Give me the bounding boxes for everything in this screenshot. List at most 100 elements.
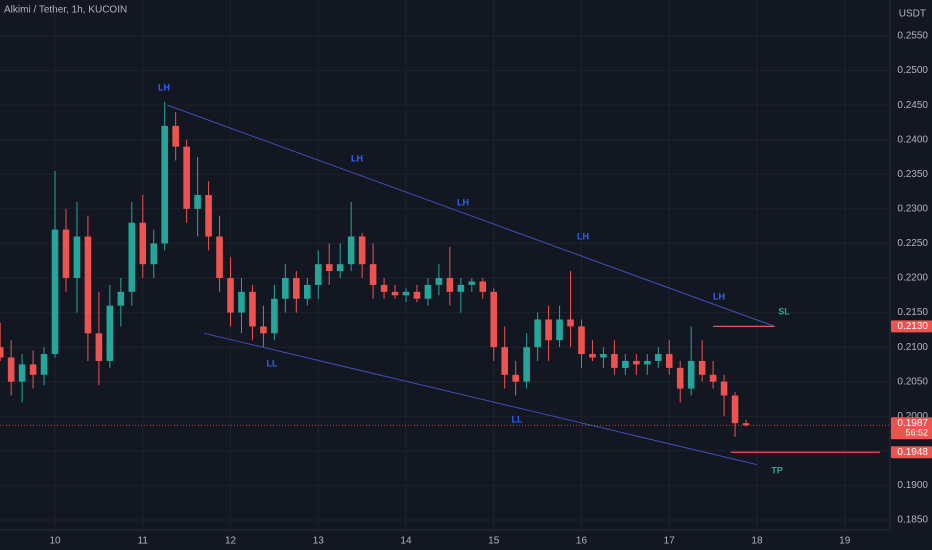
candle-body (523, 347, 530, 382)
candle-body (644, 360, 651, 365)
candle-body (150, 243, 158, 265)
candle-body (720, 381, 728, 396)
candle-body (457, 284, 465, 292)
candle-body (40, 354, 48, 375)
candle-body (687, 360, 695, 389)
candle-body (545, 319, 552, 341)
candle-body (347, 236, 355, 265)
annotation: LL (267, 358, 278, 368)
candle-body (117, 291, 125, 306)
candle-body (18, 364, 26, 382)
candle-body (336, 264, 344, 272)
annotation: LH (351, 153, 363, 163)
candle-body (73, 236, 81, 278)
x-tick-label: 13 (313, 536, 325, 547)
x-tick-label: 14 (400, 536, 412, 547)
price-tag-label: 0.2130 (897, 321, 928, 332)
candle-body (435, 277, 443, 285)
candle-body (567, 319, 574, 327)
candle-body (742, 423, 750, 426)
price-tag-label: 0.1987 (897, 418, 928, 429)
y-tick-label: 0.1850 (897, 515, 928, 526)
y-tick-label: 0.2300 (897, 204, 928, 215)
y-axis-label: USDT (899, 9, 926, 20)
trendline (204, 332, 758, 466)
candle-body (62, 229, 70, 278)
candle-body (161, 125, 168, 244)
candle-body (29, 364, 37, 375)
x-tick-label: 11 (138, 536, 149, 547)
candle-body (698, 360, 706, 375)
y-tick-label: 0.2000 (897, 411, 928, 422)
y-tick-label: 0.2350 (897, 169, 928, 180)
price-tag (891, 417, 932, 440)
x-tick-label: 17 (664, 536, 676, 547)
candle-body (633, 360, 640, 365)
annotation: TP (771, 465, 783, 475)
candle-body (128, 222, 136, 292)
candle-body (303, 284, 311, 299)
candle-body (271, 298, 278, 334)
candle-body (424, 284, 432, 299)
chart-title: Alkimi / Tether, 1h, KUCOIN (4, 5, 127, 16)
candle-body (293, 277, 300, 299)
price-tag-label: 0.1948 (897, 447, 928, 458)
y-tick-label: 0.2550 (897, 31, 928, 42)
candle-body (7, 357, 15, 382)
candle-body (238, 291, 245, 313)
price-tag (891, 320, 932, 333)
candle-body (665, 354, 673, 368)
price-tag (891, 446, 932, 459)
candle-body (51, 229, 59, 355)
candle-body (106, 305, 114, 361)
y-tick-label: 0.1900 (897, 480, 928, 491)
candle-body (402, 291, 410, 296)
candle-body (589, 354, 596, 358)
x-tick-label: 10 (49, 536, 61, 547)
x-tick-label: 12 (225, 536, 237, 547)
annotation: LL (512, 414, 523, 424)
candle-body (413, 291, 421, 299)
candle-body (446, 277, 454, 292)
candle-body (391, 291, 399, 296)
candle-body (282, 277, 289, 299)
x-tick-label: 18 (751, 536, 763, 547)
candle-body (501, 347, 509, 375)
y-tick-label: 0.2500 (897, 65, 928, 76)
y-tick-label: 0.2100 (897, 342, 928, 353)
trendline (167, 104, 775, 327)
x-tick-label: 15 (488, 536, 500, 547)
y-tick-label: 0.2150 (897, 307, 928, 318)
candle-body (600, 354, 607, 358)
y-tick-label: 0.2250 (897, 238, 928, 249)
y-tick-label: 0.2050 (897, 376, 928, 387)
candle-body (216, 236, 223, 278)
annotation: LH (713, 291, 725, 301)
candle-body (325, 264, 333, 272)
annotation: LH (158, 82, 170, 92)
candle-body (95, 333, 103, 361)
countdown: 56:52 (905, 428, 928, 438)
candle-body (183, 146, 190, 209)
candle-body (227, 277, 234, 313)
annotation: SL (778, 306, 790, 316)
candle-body (512, 374, 519, 382)
candle-body (314, 264, 322, 285)
candle-body (490, 291, 498, 348)
candle-body (0, 347, 4, 358)
candle-body (249, 291, 256, 327)
candle-body (205, 195, 212, 237)
candle-body (622, 360, 629, 368)
annotation: LH (457, 197, 469, 207)
candle-body (369, 264, 377, 285)
y-tick-label: 0.2200 (897, 273, 928, 284)
y-tick-label: 0.2400 (897, 134, 928, 145)
candle-body (260, 326, 267, 334)
candle-body (654, 354, 662, 361)
candle-body (709, 374, 717, 382)
candle-body (731, 395, 739, 424)
candle-body (556, 319, 563, 341)
candle-body (172, 125, 179, 147)
candle-body (84, 236, 92, 334)
